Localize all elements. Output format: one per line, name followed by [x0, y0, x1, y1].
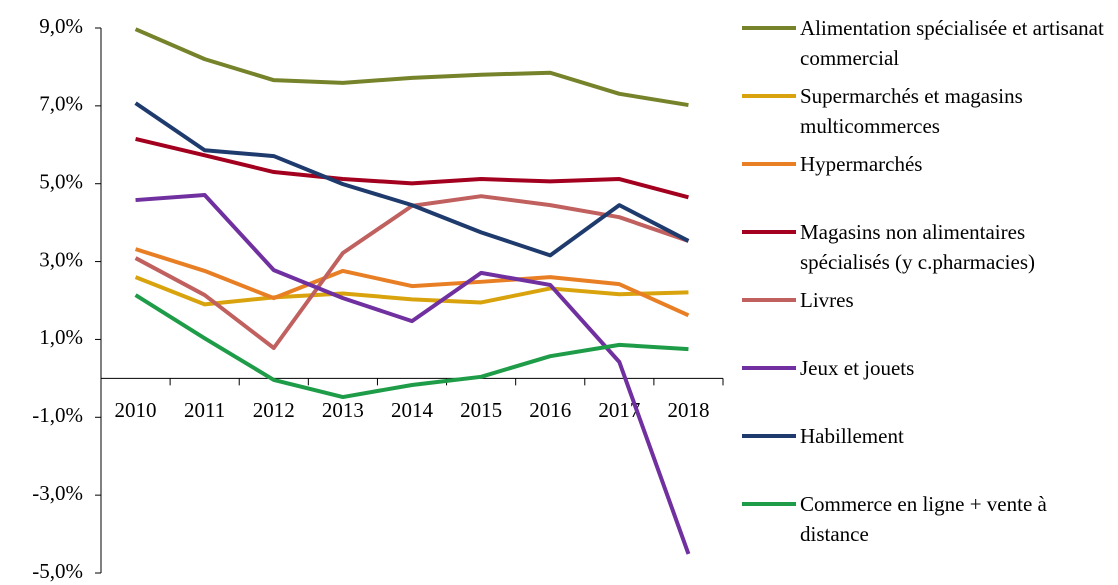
y-tick-label: 3,0% — [39, 247, 83, 271]
legend-swatch — [742, 502, 796, 506]
legend-swatch — [742, 26, 796, 30]
legend-swatch — [742, 298, 796, 302]
series-line — [134, 275, 689, 307]
legend-item: Jeux et jouets — [742, 353, 1112, 383]
series-line — [134, 101, 690, 258]
legend-item: Magasins non alimentaires spécialisés (y… — [742, 217, 1112, 277]
series-line — [134, 194, 690, 350]
legend-item: Alimentation spécialisée et artisanat co… — [742, 13, 1112, 73]
x-tick-label: 2018 — [667, 398, 709, 422]
series-line — [134, 27, 689, 108]
legend-label: Hypermarchés — [800, 152, 923, 176]
legend-swatch — [742, 94, 796, 98]
x-tick-label: 2014 — [391, 398, 434, 422]
legend-item: Supermarchés et magasins multicommerces — [742, 81, 1112, 141]
chart: -5,0% -3,0% -1,0% 1,0% 3,0% 5,0% 7,0% 9,0% 2010 2… — [32, 14, 724, 583]
legend-label: Jeux et jouets — [800, 356, 915, 380]
x-tick-label: 2010 — [115, 398, 157, 422]
series-line — [134, 247, 690, 318]
legend-label: Alimentation spécialisée et artisanat co… — [800, 16, 1104, 70]
legend-item: Livres — [742, 285, 1112, 315]
series-line — [135, 193, 691, 555]
legend-item: Habillement — [742, 421, 1112, 451]
x-tick-label: 2012 — [253, 398, 295, 422]
x-tick-label: 2015 — [460, 398, 502, 422]
legend-item: Commerce en ligne + vente à distance — [742, 489, 1112, 549]
y-tick-label: -1,0% — [32, 403, 83, 427]
legend-label: Habillement — [800, 424, 904, 448]
legend-swatch — [742, 230, 796, 234]
x-tick-label: 2013 — [322, 398, 364, 422]
y-tick-label: 5,0% — [39, 170, 83, 194]
x-tick-label: 2016 — [529, 398, 571, 422]
legend-label: Livres — [800, 288, 854, 312]
series-line — [134, 293, 689, 400]
legend-swatch — [742, 366, 796, 370]
legend-label: Magasins non alimentaires spécialisés (y… — [800, 220, 1035, 274]
x-tick-label: 2011 — [184, 398, 225, 422]
legend-label: Supermarchés et magasins multicommerces — [800, 84, 1023, 138]
y-tick-label: -3,0% — [32, 481, 83, 505]
legend-swatch — [742, 162, 796, 166]
legend-item: Hypermarchés — [742, 149, 1112, 179]
y-tick-label: 1,0% — [39, 325, 83, 349]
legend-label: Commerce en ligne + vente à distance — [800, 492, 1047, 546]
y-tick-label: -5,0% — [32, 559, 83, 583]
y-tick-label: 7,0% — [39, 92, 83, 116]
y-tick-label: 9,0% — [39, 14, 83, 38]
series-line — [135, 136, 689, 200]
legend-swatch — [742, 434, 796, 438]
